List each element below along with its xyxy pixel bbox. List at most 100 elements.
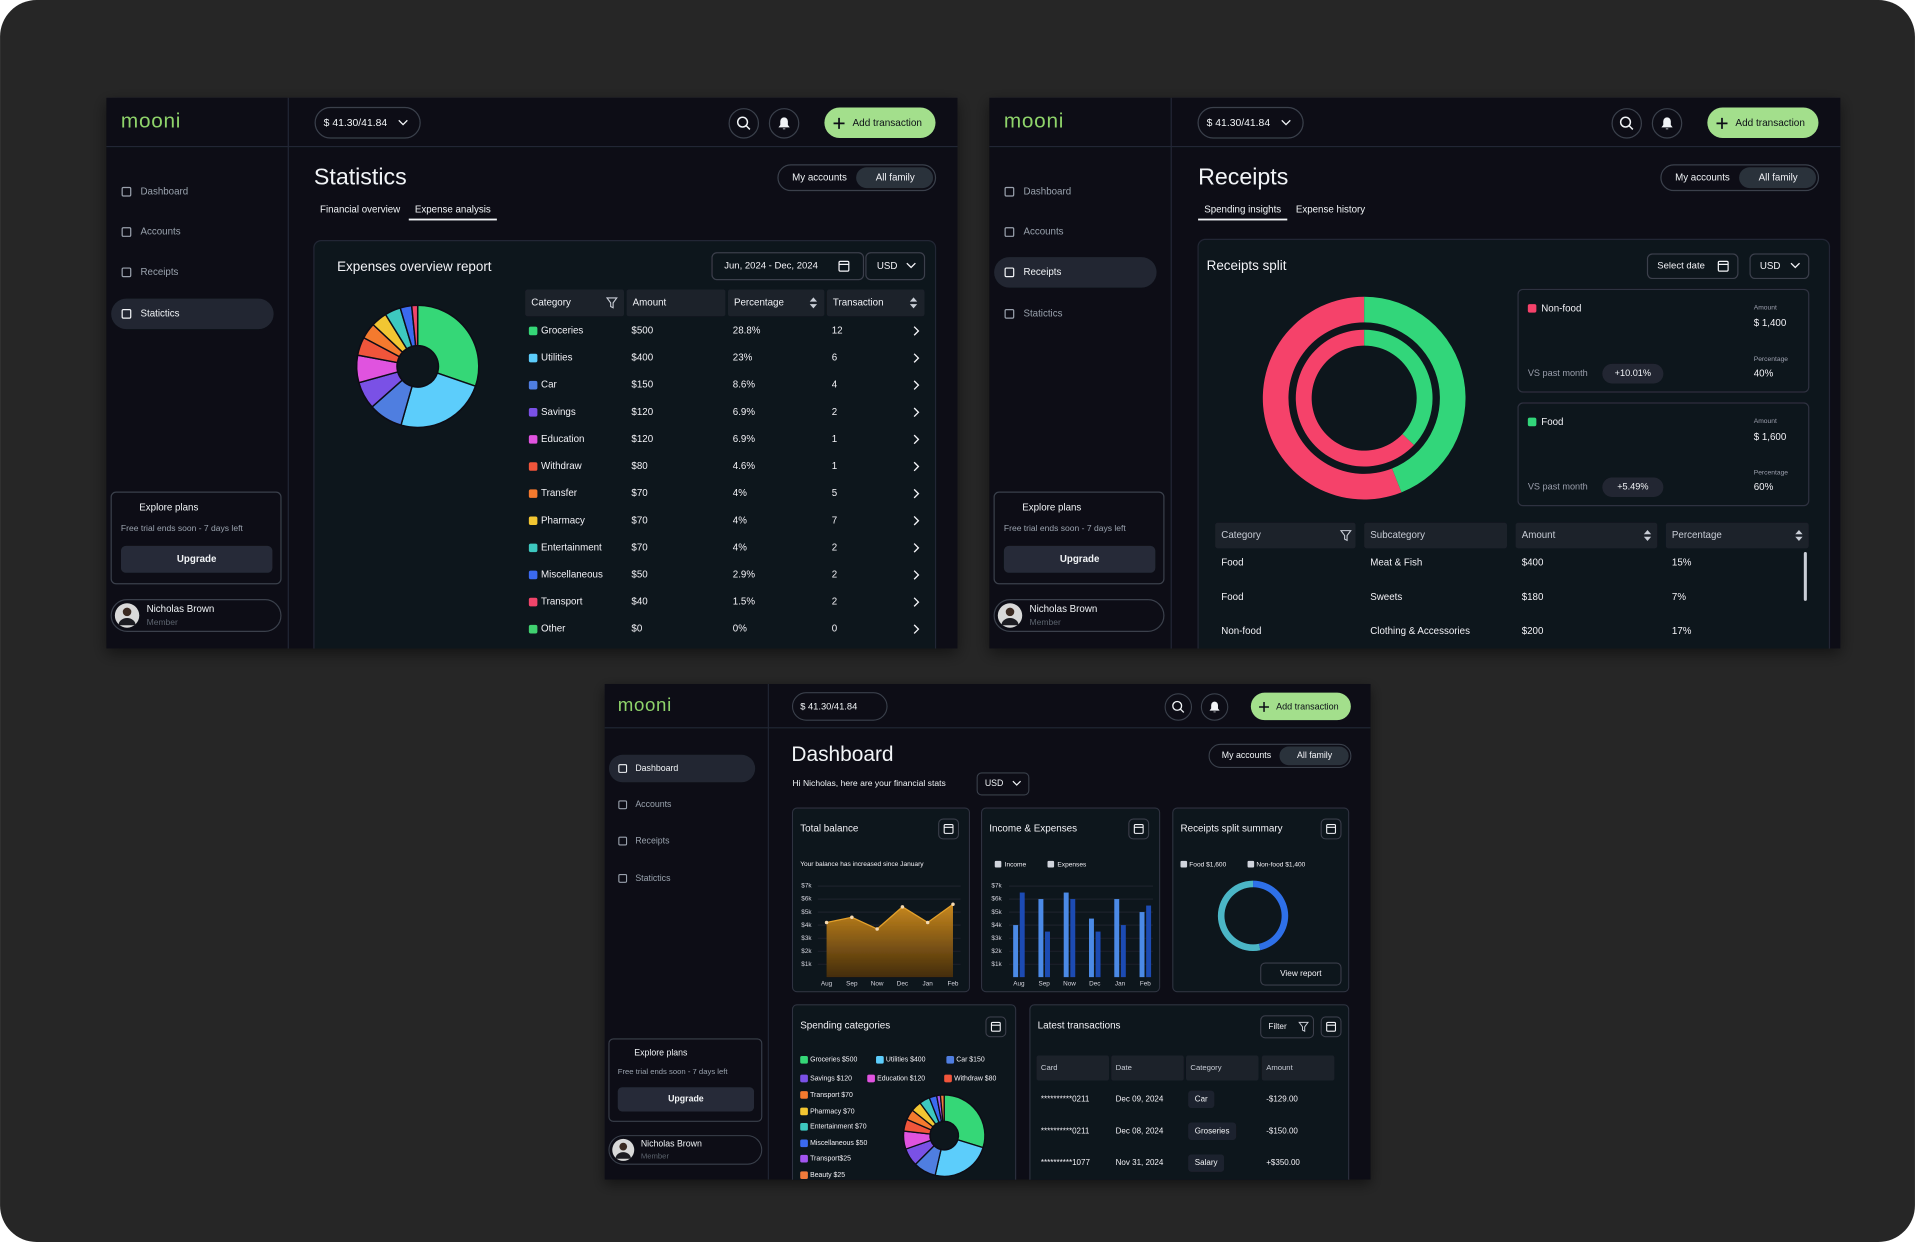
date-button[interactable]: [1646, 253, 1739, 280]
table-header-cell: [1665, 522, 1809, 549]
nav-item[interactable]: Dashboard: [635, 763, 678, 773]
search-button[interactable]: [1611, 108, 1643, 139]
filter-icon[interactable]: [1339, 530, 1352, 542]
row-arrow[interactable]: [913, 515, 920, 526]
amount-cell: $500: [631, 326, 653, 337]
table-cell: 7%: [1672, 592, 1686, 603]
nav-item[interactable]: Receipts: [140, 267, 178, 278]
table-cell: 15%: [1672, 558, 1692, 569]
category-swatch: [528, 326, 538, 336]
filter-button[interactable]: [1260, 1015, 1315, 1039]
nav-item[interactable]: Receipts: [635, 835, 670, 845]
calendar-button[interactable]: [985, 1016, 1007, 1038]
sort-icon[interactable]: [809, 297, 818, 309]
row-arrow[interactable]: [913, 407, 920, 418]
table-header-cell: [1515, 522, 1658, 549]
toggle-option[interactable]: My accounts: [1675, 172, 1730, 183]
nav-icon: [121, 227, 132, 237]
upgrade-button[interactable]: [617, 1087, 755, 1112]
tab[interactable]: Expense history: [1296, 205, 1365, 216]
calendar-icon: [1326, 824, 1337, 834]
row-arrow[interactable]: [913, 624, 920, 634]
bar: [1063, 892, 1069, 978]
row-arrow[interactable]: [913, 461, 920, 472]
calendar-button[interactable]: [1320, 818, 1342, 840]
calendar-button[interactable]: [1320, 1016, 1342, 1038]
table-header-cell: [1364, 522, 1508, 549]
y-tick-label: $1k: [991, 961, 1002, 968]
tab[interactable]: Expense analysis: [415, 205, 491, 216]
percentage-cell: 6.9%: [733, 434, 756, 445]
table-header-cell: [525, 289, 625, 317]
upgrade-button[interactable]: [120, 545, 273, 573]
notification-button[interactable]: [1651, 108, 1683, 139]
tab[interactable]: Financial overview: [320, 205, 401, 216]
legend-swatch: [946, 1055, 955, 1064]
tab[interactable]: Spending insights: [1204, 205, 1281, 216]
nav-item[interactable]: Statictics: [1023, 308, 1062, 319]
nav-item[interactable]: Accounts: [140, 227, 180, 238]
toggle-option[interactable]: All family: [876, 172, 915, 183]
nav-item[interactable]: Accounts: [635, 799, 672, 809]
notification-button[interactable]: [768, 108, 800, 139]
row-arrow[interactable]: [913, 353, 920, 363]
toggle-option[interactable]: My accounts: [1222, 750, 1272, 760]
nav-item[interactable]: Dashboard: [1023, 186, 1071, 197]
balance-selector[interactable]: [1197, 106, 1304, 139]
sort-icon[interactable]: [909, 297, 918, 309]
filter-icon[interactable]: [605, 297, 618, 309]
x-tick-label: Aug: [821, 980, 833, 987]
widget-title: Income & Expenses: [989, 824, 1077, 835]
currency-select[interactable]: [976, 772, 1030, 796]
category-swatch: [528, 489, 538, 498]
view-report-label: View report: [1280, 969, 1322, 978]
nav-icon: [1004, 227, 1015, 237]
x-tick-label: Jan: [1115, 980, 1126, 987]
sort-icon[interactable]: [1795, 530, 1803, 542]
row-arrow[interactable]: [913, 488, 920, 499]
table-header-cell: [1111, 1055, 1184, 1081]
row-arrow[interactable]: [913, 570, 920, 580]
row-arrow[interactable]: [913, 326, 920, 336]
calendar-button[interactable]: [938, 818, 960, 840]
page-title: Dashboard: [791, 743, 893, 766]
statistics-screen: mooni $ 41.30/41.84 Add transaction Dashboa…: [106, 97, 958, 649]
table-header-cell: [1261, 1055, 1335, 1081]
view-report-button[interactable]: [1260, 962, 1342, 986]
balance-selector[interactable]: [314, 106, 421, 139]
add-transaction-button[interactable]: [824, 107, 936, 138]
calendar-button[interactable]: [1128, 818, 1150, 840]
add-transaction-button[interactable]: [1707, 107, 1819, 138]
nav-item[interactable]: Dashboard: [140, 186, 188, 197]
nav-item[interactable]: Statictics: [140, 308, 179, 319]
upgrade-button[interactable]: [1003, 545, 1156, 573]
currency-select[interactable]: [1749, 253, 1810, 280]
row-arrow[interactable]: [913, 434, 920, 445]
filter-icon[interactable]: [1298, 1021, 1309, 1033]
add-transaction-button[interactable]: [1250, 692, 1351, 721]
table-cell: Sweets: [1370, 592, 1402, 603]
nav-item[interactable]: Statictics: [635, 873, 671, 883]
row-arrow[interactable]: [913, 597, 920, 607]
table-cell: +$350.00: [1266, 1158, 1300, 1167]
toggle-option[interactable]: My accounts: [792, 172, 847, 183]
currency: USD: [1760, 261, 1781, 272]
amount-cell: $120: [631, 407, 653, 418]
date-button[interactable]: [711, 252, 865, 281]
nav-item[interactable]: Receipts: [1023, 267, 1061, 278]
row-arrow[interactable]: [913, 380, 920, 390]
ring-segment: [1253, 880, 1289, 951]
bar: [1120, 925, 1126, 978]
table-cell: **********1077: [1041, 1158, 1091, 1167]
sort-icon[interactable]: [1643, 530, 1652, 542]
notification-button[interactable]: [1200, 693, 1229, 721]
balance-selector[interactable]: [791, 692, 888, 721]
percentage-cell: 28.8%: [733, 326, 761, 337]
row-arrow[interactable]: [913, 543, 920, 553]
currency-select[interactable]: [865, 252, 926, 281]
nav-item[interactable]: Accounts: [1023, 227, 1063, 238]
toggle-option[interactable]: All family: [1759, 172, 1798, 183]
search-button[interactable]: [1164, 693, 1193, 721]
toggle-option[interactable]: All family: [1297, 750, 1333, 760]
search-button[interactable]: [728, 108, 760, 139]
